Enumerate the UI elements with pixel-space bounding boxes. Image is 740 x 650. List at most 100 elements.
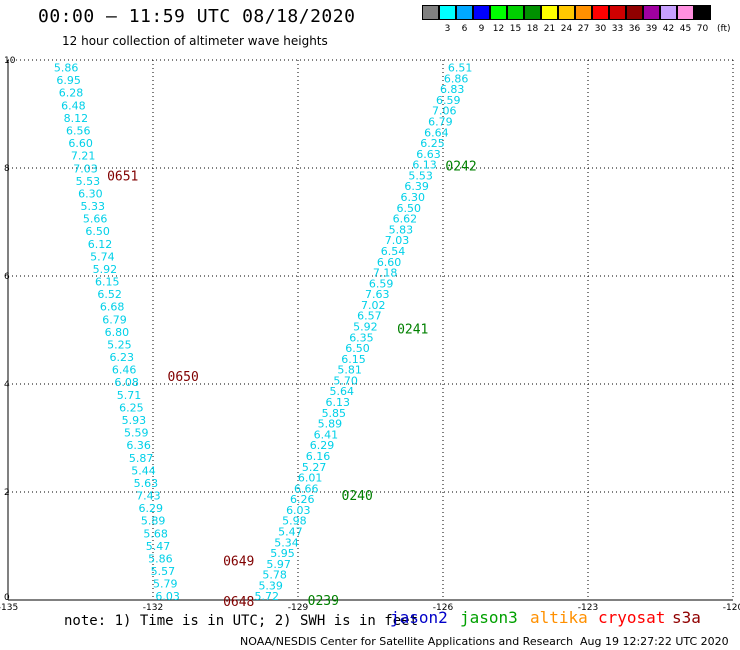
wave-height-value: 6.35 (349, 331, 374, 344)
wave-height-value: 5.74 (90, 250, 115, 263)
wave-height-value: 6.03 (286, 504, 311, 517)
wave-height-value: 5.83 (389, 223, 414, 236)
legend-swatch (677, 5, 694, 20)
wave-height-value: 7.43 (136, 490, 161, 503)
wave-height-value: 6.15 (95, 276, 120, 289)
x-tick-label: -135 (0, 603, 18, 613)
wave-height-value: 6.80 (105, 326, 129, 339)
wave-height-value: 6.83 (440, 83, 465, 96)
x-tick-label: -129 (288, 603, 309, 613)
legend-label: 45 (679, 24, 692, 34)
legend-swatch (626, 5, 643, 20)
wave-height-value: 5.57 (151, 565, 176, 578)
pass-label: 0242 (445, 159, 476, 174)
wave-height-value: 5.89 (141, 515, 166, 528)
wave-height-value: 6.29 (139, 502, 164, 515)
legend-label: 3 (444, 24, 451, 34)
y-tick-label: 0 (4, 593, 10, 603)
legend-swatch (592, 5, 609, 20)
wave-height-value: 6.30 (400, 191, 425, 204)
generation-timestamp: Aug 19 12:27:22 UTC 2020 (580, 635, 729, 648)
wave-height-value: 6.63 (416, 148, 441, 161)
x-tick-label: -123 (578, 603, 598, 613)
legend-swatch (473, 5, 490, 20)
wave-height-value: 5.27 (302, 461, 327, 474)
wave-height-value: 6.59 (369, 277, 394, 290)
x-tick-label: -120 (723, 603, 740, 613)
legend-label: 70 (696, 24, 709, 34)
wave-height-value: 6.60 (68, 137, 93, 150)
wave-height-value: 5.87 (129, 452, 154, 465)
wave-height-value: 7.21 (71, 150, 96, 163)
wave-height-value: 5.33 (81, 200, 106, 213)
legend-swatch (524, 5, 541, 20)
wave-height-value: 5.47 (278, 525, 303, 538)
wave-height-value: 6.64 (424, 126, 449, 139)
wave-height-value: 6.26 (290, 493, 315, 506)
wave-height-value: 5.63 (134, 477, 159, 490)
wave-height-value: 6.79 (428, 116, 453, 129)
wave-height-value: 6.57 (357, 310, 382, 323)
wave-height-value: 5.79 (153, 578, 178, 591)
wave-height-value: 5.92 (353, 320, 378, 333)
wave-height-value: 5.85 (322, 407, 347, 420)
pass-label: 0649 (223, 555, 254, 570)
legend-swatch (541, 5, 558, 20)
wave-height-value: 5.71 (117, 389, 142, 402)
wave-height-value: 6.36 (126, 439, 150, 452)
wave-height-value: 5.97 (266, 558, 291, 571)
wave-height-value: 5.95 (270, 547, 295, 560)
wave-height-value: 5.92 (93, 263, 118, 276)
wave-height-value: 5.64 (329, 385, 354, 398)
map-subtitle: 12 hour collection of altimeter wave hei… (62, 34, 328, 48)
wave-height-value: 6.15 (341, 353, 366, 366)
footer-note: note: 1) Time is in UTC; 2) SWH is in fe… (64, 613, 419, 629)
wave-height-value: 5.86 (54, 62, 79, 75)
legend-label: 15 (509, 24, 522, 34)
wave-height-value: 6.60 (377, 256, 402, 269)
x-tick-label: -126 (433, 603, 454, 613)
legend-label: 21 (543, 24, 556, 34)
legend-swatch (490, 5, 507, 20)
wave-height-value: 7.63 (365, 288, 390, 301)
wave-height-value: 6.50 (345, 342, 370, 355)
wave-height-value: 5.25 (107, 338, 132, 351)
pass-label: 0651 (107, 170, 138, 185)
wave-height-value: 5.39 (258, 579, 283, 592)
wave-height-value: 6.54 (381, 245, 406, 258)
legend-label: 39 (645, 24, 658, 34)
legend-swatch (694, 5, 711, 20)
wave-height-value: 6.29 (310, 439, 335, 452)
wave-height-value: 6.59 (436, 94, 461, 107)
y-tick-label: 2 (4, 488, 10, 498)
mission-jason3: jason3 (460, 608, 518, 627)
wave-height-value: 6.41 (314, 428, 339, 441)
wave-height-value: 6.16 (306, 450, 331, 463)
legend-swatch (439, 5, 456, 20)
wave-height-value: 5.78 (262, 569, 287, 582)
mission-s3a: s3a (672, 608, 701, 627)
wave-height-value: 5.70 (333, 374, 358, 387)
wave-height-value: 6.48 (61, 99, 86, 112)
wave-height-value: 6.62 (393, 213, 418, 226)
pass-label: 0240 (342, 489, 373, 504)
credit-line: NOAA/NESDIS Center for Satellite Applica… (240, 635, 574, 648)
y-tick-label: 4 (4, 380, 10, 390)
mission-altika: altika (530, 608, 588, 627)
wave-height-value: 5.59 (124, 427, 149, 440)
legend-unit: (ft) (717, 24, 731, 34)
legend-swatch (609, 5, 626, 20)
map-title: 00:00 – 11:59 UTC 08/18/2020 (38, 6, 356, 27)
wave-height-value: 6.03 (155, 590, 180, 603)
legend-swatch (660, 5, 677, 20)
wave-height-value: 5.89 (318, 418, 343, 431)
legend-swatch (643, 5, 660, 20)
wave-height-value: 6.86 (444, 72, 469, 85)
wave-height-value: 7.18 (373, 267, 398, 280)
wave-height-value: 6.25 (420, 137, 445, 150)
wave-height-value: 5.68 (143, 527, 168, 540)
legend-label: 42 (662, 24, 675, 34)
wave-height-value: 6.46 (112, 364, 136, 377)
legend-label: 36 (628, 24, 641, 34)
